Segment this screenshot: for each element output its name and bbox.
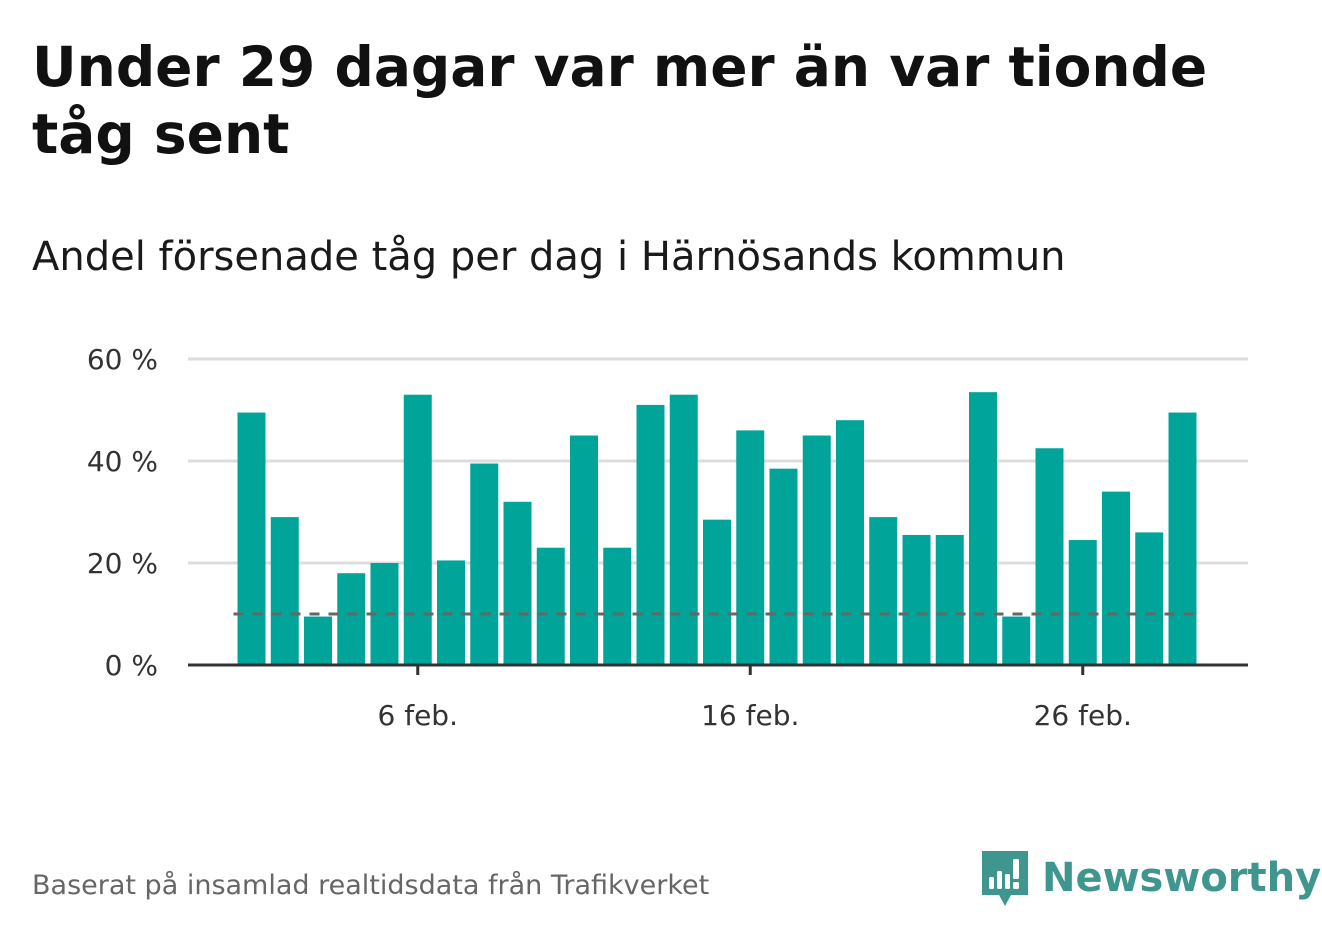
bar (304, 616, 332, 665)
bar (270, 517, 299, 665)
bar (869, 517, 898, 665)
axes: 0 % 20 % 40 % 60 % 6 feb. 16 feb. 26 feb. (87, 343, 1248, 732)
bar (969, 392, 997, 665)
y-tick-label: 20 % (87, 547, 158, 580)
bar (1068, 540, 1097, 665)
bar (1135, 532, 1164, 665)
newsworthy-logo: Newsworthy (980, 846, 1321, 910)
chart-subtitle: Andel försenade tåg per dag i Härnösands… (32, 234, 1066, 280)
y-tick-label: 0 % (105, 649, 158, 682)
y-tick-label: 40 % (87, 445, 158, 478)
bar (1035, 448, 1064, 665)
bar-chart-logo-icon (982, 851, 1028, 906)
bar (836, 420, 864, 665)
bar (570, 435, 598, 665)
source-note: Baserat på insamlad realtidsdata från Tr… (32, 870, 710, 901)
x-tick-label: 26 feb. (1034, 699, 1132, 732)
chart-title: Under 29 dagar var mer än var tionde tåg… (32, 35, 1208, 167)
bars (237, 392, 1197, 665)
bar (1168, 412, 1197, 665)
bar-chart: 0 % 20 % 40 % 60 % 6 feb. 16 feb. 26 feb. (87, 343, 1248, 732)
bar (536, 547, 565, 665)
bar (403, 394, 432, 665)
x-tick-label: 16 feb. (701, 699, 799, 732)
bar (703, 519, 731, 665)
bar (669, 394, 698, 665)
bar (603, 547, 632, 665)
bar (935, 534, 964, 665)
brand-name: Newsworthy (1042, 855, 1322, 901)
bar (1002, 616, 1031, 665)
bar (337, 573, 366, 665)
bar (902, 534, 931, 665)
bar (736, 430, 765, 665)
bar (470, 463, 499, 665)
bar (636, 404, 665, 665)
bar (1102, 491, 1130, 665)
x-tick-label: 6 feb. (378, 699, 458, 732)
bar (503, 501, 532, 665)
y-tick-label: 60 % (87, 343, 158, 376)
bar (769, 468, 798, 665)
bar (237, 412, 266, 665)
bar (802, 435, 831, 665)
